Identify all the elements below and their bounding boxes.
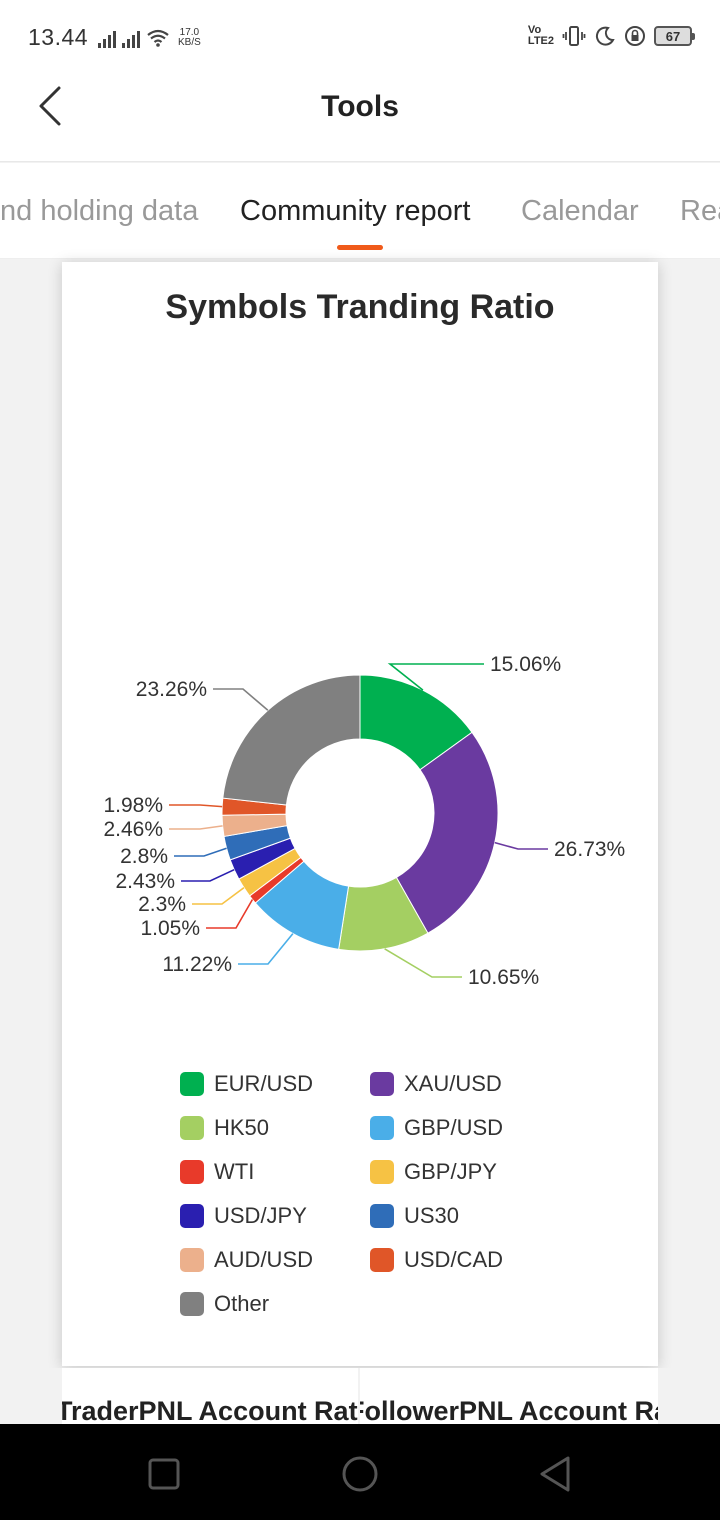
signal-icon (122, 28, 140, 48)
status-time: 13.44 (28, 24, 89, 50)
legend-label: HK50 (214, 1115, 270, 1140)
volte-icon: Vo LTE2 (528, 25, 554, 47)
data-label: 1.98% (103, 794, 163, 817)
follower-pnl-card[interactable]: FollowerPNL Account Ratio (360, 1368, 658, 1424)
recent-apps-icon[interactable] (144, 1454, 184, 1494)
legend-swatch (370, 1160, 394, 1184)
tab-community-report[interactable]: Community report (240, 195, 471, 227)
leader-line (206, 899, 254, 929)
legend-label: EUR/USD (214, 1071, 314, 1096)
data-label: 2.8% (120, 845, 168, 868)
signal-icon (98, 28, 116, 48)
legend-swatch (370, 1248, 394, 1272)
leader-line (174, 847, 227, 857)
legend-item-wti[interactable]: WTI (180, 1158, 254, 1186)
legend-swatch (370, 1116, 394, 1140)
legend-label: USD/CAD (404, 1247, 504, 1272)
legend-swatch (180, 1072, 204, 1096)
legend-item-gbp-usd[interactable]: GBP/USD (370, 1114, 503, 1142)
lock-rotation-icon (625, 26, 645, 46)
legend-label: GBP/JPY (404, 1159, 497, 1184)
data-label: 11.22% (162, 953, 232, 976)
legend-item-other[interactable]: Other (180, 1290, 269, 1318)
legend-swatch (180, 1160, 204, 1184)
legend-item-usd-jpy[interactable]: USD/JPY (180, 1202, 307, 1230)
page-title: Tools (321, 90, 399, 123)
back-button[interactable] (30, 84, 70, 128)
data-label: 23.26% (136, 678, 207, 701)
legend-item-us30[interactable]: US30 (370, 1202, 459, 1230)
speed-value: 17.0 (179, 27, 200, 38)
data-label: 10.65% (468, 966, 539, 989)
pie-slice-xau-usd[interactable] (395, 731, 499, 934)
legend-label: AUD/USD (214, 1247, 314, 1272)
active-tab-indicator (337, 245, 383, 250)
legend-swatch (180, 1248, 204, 1272)
legend-item-usd-cad[interactable]: USD/CAD (370, 1246, 503, 1274)
network-speed: 17.0 KB/S (178, 28, 201, 48)
leader-line (169, 825, 223, 830)
tab-rea[interactable]: Rea (680, 195, 720, 227)
tab-bar: nd holding data Community report Calenda… (0, 163, 720, 259)
battery-icon: 67 (654, 26, 695, 46)
leader-line (213, 688, 269, 711)
data-label: 2.3% (138, 893, 186, 916)
legend-label: WTI (214, 1159, 255, 1184)
tab-calendar[interactable]: Calendar (521, 195, 639, 227)
legend-label: GBP/USD (404, 1115, 504, 1140)
legend-label: USD/JPY (214, 1203, 307, 1228)
volte-bottom: LTE2 (527, 35, 554, 47)
speed-unit: KB/S (178, 37, 201, 48)
follower-pnl-title: FollowerPNL Account Ratio (360, 1396, 658, 1424)
trader-pnl-card[interactable]: TraderPNL Account Ratio (62, 1368, 358, 1424)
symbols-ratio-card: Symbols Tranding Ratio 15.06% 26.73% 10.65… (62, 262, 658, 1366)
data-label: 26.73% (554, 838, 625, 861)
leader-line (387, 663, 484, 691)
legend-swatch (370, 1204, 394, 1228)
status-bar: 13.44 17.0 KB/S Vo LTE2 67 (0, 0, 720, 72)
leader-line (192, 887, 245, 905)
pie-slice-other[interactable] (222, 674, 361, 806)
volte-top: Vo (527, 24, 542, 36)
app-header: Tools (0, 72, 720, 162)
legend-label: Other (214, 1291, 270, 1316)
back-nav-icon[interactable] (536, 1454, 576, 1494)
leader-line (238, 933, 294, 965)
home-icon[interactable] (340, 1454, 380, 1494)
chevron-left-icon (39, 86, 61, 126)
system-nav-bar (0, 1424, 720, 1520)
legend-item-eur-usd[interactable]: EUR/USD (180, 1070, 313, 1098)
legend-swatch (180, 1292, 204, 1316)
trader-pnl-title: TraderPNL Account Ratio (62, 1396, 358, 1424)
leader-line (169, 804, 223, 808)
data-label: 1.05% (140, 917, 200, 940)
leader-line (384, 948, 462, 978)
chart-title: Symbols Tranding Ratio (165, 288, 555, 326)
legend-swatch (370, 1072, 394, 1096)
legend-item-aud-usd[interactable]: AUD/USD (180, 1246, 313, 1274)
data-label: 2.43% (115, 870, 175, 893)
donut-chart: 15.06%26.73%10.65%11.22%1.05%2.3%2.43%2.… (103, 653, 625, 989)
tab-position-holding-data[interactable]: nd holding data (0, 195, 199, 227)
legend-label: XAU/USD (404, 1071, 502, 1096)
legend-item-xau-usd[interactable]: XAU/USD (370, 1070, 502, 1098)
leader-line (181, 868, 235, 882)
legend-item-hk50[interactable]: HK50 (180, 1114, 269, 1142)
data-label: 15.06% (490, 653, 561, 676)
legend-swatch (180, 1204, 204, 1228)
legend-item-gbp-jpy[interactable]: GBP/JPY (370, 1158, 497, 1186)
data-label: 2.46% (103, 818, 163, 841)
moon-icon (595, 26, 615, 46)
status-left-icons: 17.0 KB/S (98, 24, 201, 48)
legend-label: US30 (404, 1203, 460, 1228)
vibrate-icon (562, 26, 586, 46)
status-right-icons: Vo LTE2 67 (528, 22, 695, 50)
bottom-cards: TraderPNL Account Ratio FollowerPNL Acco… (0, 1368, 720, 1424)
wifi-icon (146, 28, 170, 48)
leader-line (494, 841, 548, 850)
legend-swatch (180, 1116, 204, 1140)
